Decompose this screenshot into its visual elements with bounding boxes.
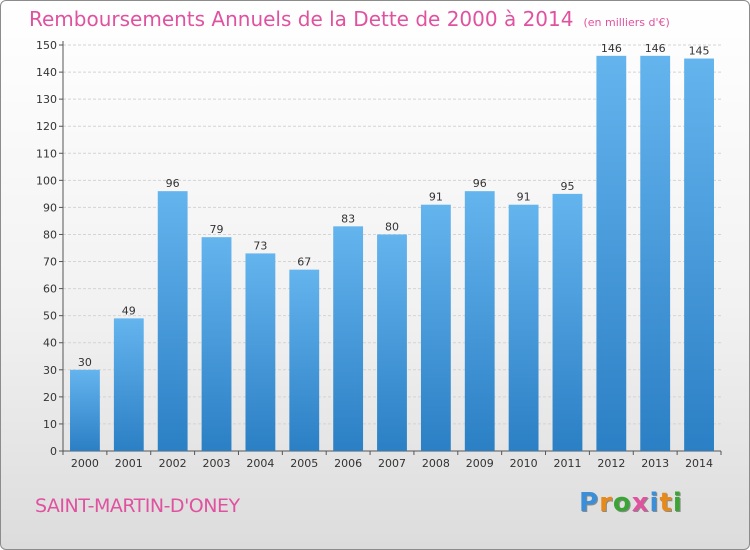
bar <box>640 55 671 452</box>
bar <box>289 269 320 451</box>
logo-letter: r <box>599 488 613 518</box>
chart-title-text: Remboursements Annuels de la Dette de 20… <box>29 7 574 31</box>
x-tick-label: 2000 <box>71 457 99 470</box>
chart-title: Remboursements Annuels de la Dette de 20… <box>29 7 670 31</box>
bar <box>157 191 188 451</box>
y-tick-label: 30 <box>43 364 57 377</box>
bar-value-label: 91 <box>429 191 443 204</box>
y-tick-label: 90 <box>43 201 57 214</box>
bar-value-label: 145 <box>689 45 710 58</box>
logo-letter: P <box>579 488 600 518</box>
bar-value-label: 30 <box>78 356 92 369</box>
bars <box>70 55 714 452</box>
y-tick-label: 10 <box>43 418 57 431</box>
x-tick-label: 2004 <box>246 457 274 470</box>
logo-letter: x <box>631 488 650 518</box>
logo-letter: i <box>672 488 683 518</box>
y-tick-label: 110 <box>36 147 57 160</box>
x-tick-label: 2003 <box>203 457 231 470</box>
x-tick-label: 2007 <box>378 457 406 470</box>
bar <box>684 58 714 452</box>
bar <box>333 226 364 451</box>
y-tick-label: 60 <box>43 283 57 296</box>
y-tick-label: 0 <box>50 445 57 458</box>
y-tick-label: 130 <box>36 93 57 106</box>
x-tick-label: 2008 <box>422 457 450 470</box>
y-tick-label: 70 <box>43 256 57 269</box>
x-tick-label: 2010 <box>510 457 538 470</box>
bar <box>70 369 100 451</box>
logo-letter: t <box>659 488 673 518</box>
x-tick-label: 2002 <box>159 457 187 470</box>
x-tick-label: 2011 <box>553 457 581 470</box>
y-tick-label: 100 <box>36 174 57 187</box>
x-tick-label: 2009 <box>466 457 494 470</box>
y-tick-label: 80 <box>43 228 57 241</box>
x-tick-label: 2014 <box>685 457 713 470</box>
bar <box>596 55 627 452</box>
bar <box>245 253 276 451</box>
bar-value-label: 83 <box>341 212 355 225</box>
y-tick-label: 150 <box>36 39 57 52</box>
bar-value-label: 146 <box>645 42 666 55</box>
logo-letter: i <box>649 488 660 518</box>
y-tick-label: 140 <box>36 66 57 79</box>
bar-value-label: 91 <box>517 191 531 204</box>
y-tick-label: 40 <box>43 337 57 350</box>
x-tick-label: 2012 <box>597 457 625 470</box>
bar <box>377 234 407 451</box>
bar <box>508 204 539 451</box>
y-tick-label: 20 <box>43 391 57 404</box>
x-tick-label: 2013 <box>641 457 669 470</box>
logo-letter: o <box>612 488 632 518</box>
bar <box>201 237 232 451</box>
bar <box>464 191 495 451</box>
y-tick-label: 120 <box>36 120 57 133</box>
bar <box>113 318 144 451</box>
proxiti-logo[interactable]: Proxiti <box>579 488 683 518</box>
labels: 30 2000 49 2001 96 2002 79 2003 73 2004 67 2005 83 20… <box>71 42 713 470</box>
bar <box>552 193 583 451</box>
bar-value-label: 96 <box>166 177 180 190</box>
bar <box>420 204 451 451</box>
bar-value-label: 79 <box>210 223 224 236</box>
bar-value-label: 80 <box>385 220 399 233</box>
x-tick-label: 2005 <box>290 457 318 470</box>
bar-value-label: 67 <box>297 256 311 269</box>
y-tick-label: 50 <box>43 310 57 323</box>
bar-value-label: 95 <box>560 180 574 193</box>
bar-value-label: 73 <box>253 239 267 252</box>
x-tick-label: 2006 <box>334 457 362 470</box>
bar-value-label: 49 <box>122 304 136 317</box>
bar-value-label: 146 <box>601 42 622 55</box>
chart-subtitle: (en milliers d'€) <box>583 16 670 29</box>
x-tick-label: 2001 <box>115 457 143 470</box>
place-name: SAINT-MARTIN-D'ONEY <box>35 495 240 517</box>
bar-value-label: 96 <box>473 177 487 190</box>
